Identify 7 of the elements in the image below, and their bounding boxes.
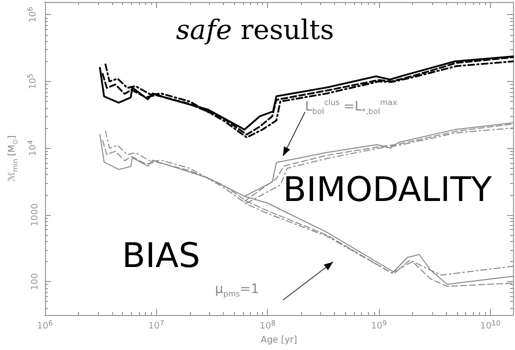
- x-axis-title: Age [yr]: [260, 335, 298, 346]
- annotation: BIAS: [122, 236, 200, 276]
- annotation: BIMODALITY: [283, 170, 492, 210]
- annotation: μ$_{pms}$=1: [215, 282, 260, 299]
- text: safe results: [176, 15, 334, 46]
- y-tick-label: 1000: [30, 203, 40, 226]
- y-tick-label: 100: [30, 272, 40, 290]
